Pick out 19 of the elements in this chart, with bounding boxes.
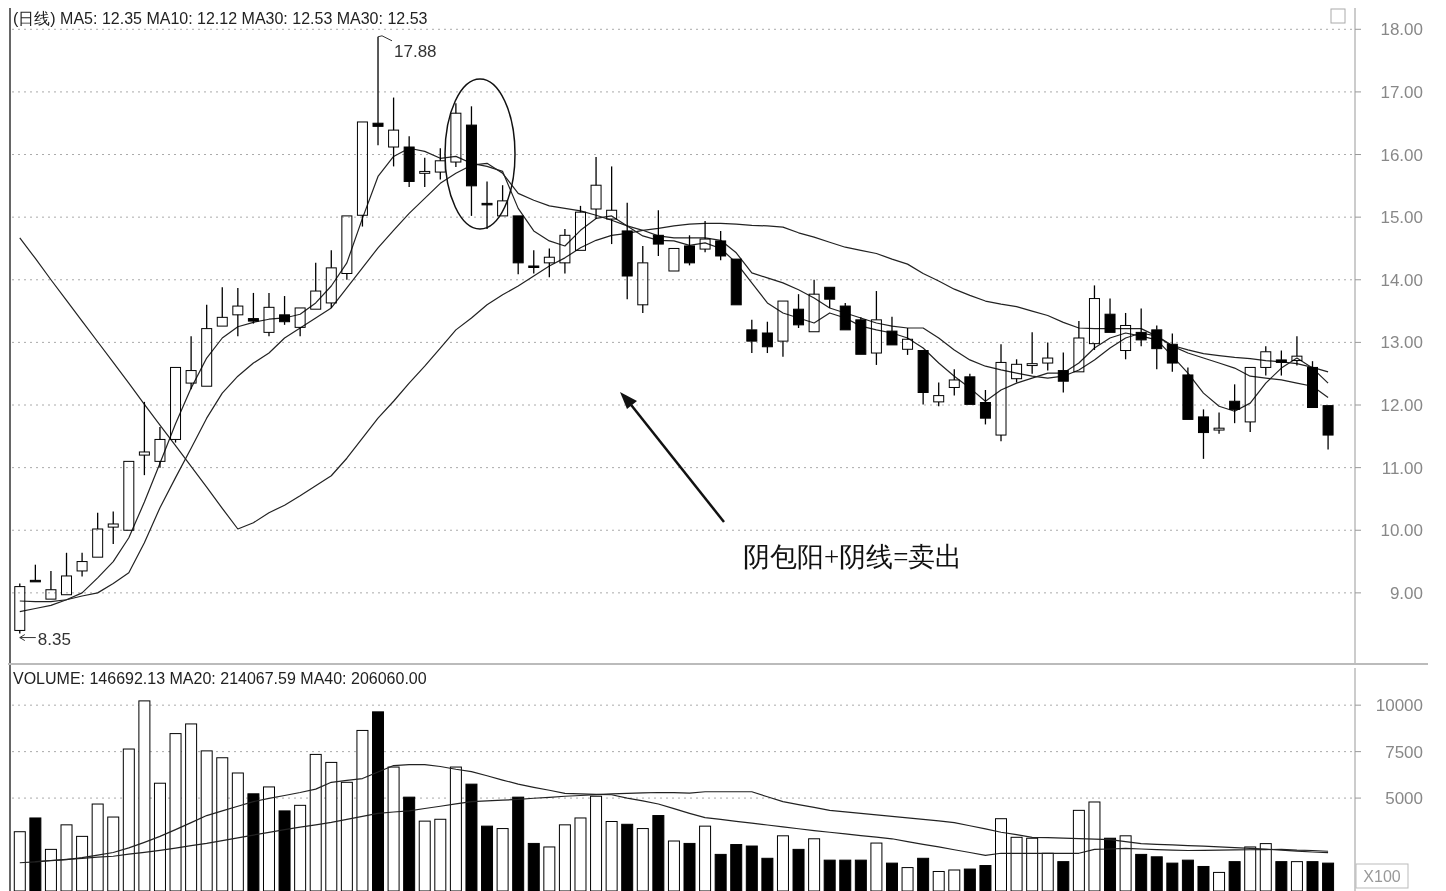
y-tick-label: 11.00 [1381, 458, 1423, 478]
y-tick-label: 15.00 [1380, 208, 1423, 228]
chart-title: (日线) MA5: 12.35 MA10: 12.12 MA30: 12.53 MA30: 12.53 [13, 10, 428, 27]
y-tick-label: 12.00 [1380, 396, 1423, 416]
text: X100 [1363, 868, 1401, 885]
y-tick-label: 9.00 [1389, 583, 1423, 603]
y-tick-label: 16.00 [1380, 145, 1423, 165]
y-tick-label: 18.00 [1380, 20, 1423, 40]
y-tick-label: 13.00 [1380, 333, 1423, 353]
annotation: 阴包阳+阴线=卖出 [743, 542, 963, 572]
y-tick-label: 10.00 [1380, 521, 1423, 541]
annotation: 8.35 [37, 629, 71, 649]
annotation: 17.88 [394, 41, 437, 61]
y-tick-label: 14.00 [1380, 270, 1423, 290]
y-tick-label: 7500 [1385, 742, 1423, 762]
chart-title: VOLUME: 146692.13 MA20: 214067.59 MA40: 206060.00 [13, 670, 427, 687]
y-tick-label: 17.00 [1380, 82, 1423, 102]
y-tick-label: 5000 [1385, 789, 1423, 809]
y-tick-label: 10000 [1375, 696, 1423, 716]
